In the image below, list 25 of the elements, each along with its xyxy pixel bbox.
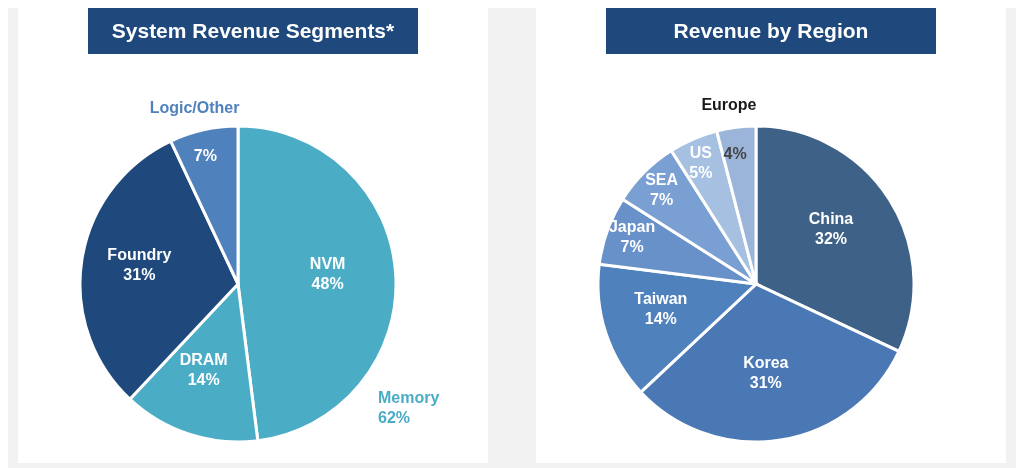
slice-label: US [689, 144, 713, 162]
data-label: 4% [723, 145, 747, 163]
slice-label: Europe [701, 95, 757, 113]
slice-label: Logic/Other [149, 98, 240, 116]
slice-label: Korea [743, 354, 789, 372]
slice-label: SEA [645, 171, 679, 189]
data-label: 32% [815, 229, 848, 247]
data-label: 31% [749, 374, 782, 392]
chart-title: Revenue by Region [606, 8, 936, 54]
slice-label: Taiwan [634, 289, 688, 307]
data-label: 5% [689, 164, 713, 182]
chart-title: System Revenue Segments* [88, 8, 418, 54]
slice-label: NVM [309, 254, 346, 272]
data-label: 7% [620, 237, 644, 255]
slice-label: Foundry [107, 245, 172, 263]
data-label: 14% [187, 370, 220, 388]
data-label: 48% [311, 274, 344, 292]
data-label: 14% [644, 309, 677, 327]
slice-label: DRAM [179, 350, 228, 368]
text: Memory 62% [378, 388, 440, 428]
slice-label: China [808, 209, 854, 227]
slice-label: Japan [608, 217, 656, 235]
data-label: 31% [123, 265, 156, 283]
data-label: 7% [193, 147, 217, 165]
data-label: 7% [650, 191, 674, 209]
